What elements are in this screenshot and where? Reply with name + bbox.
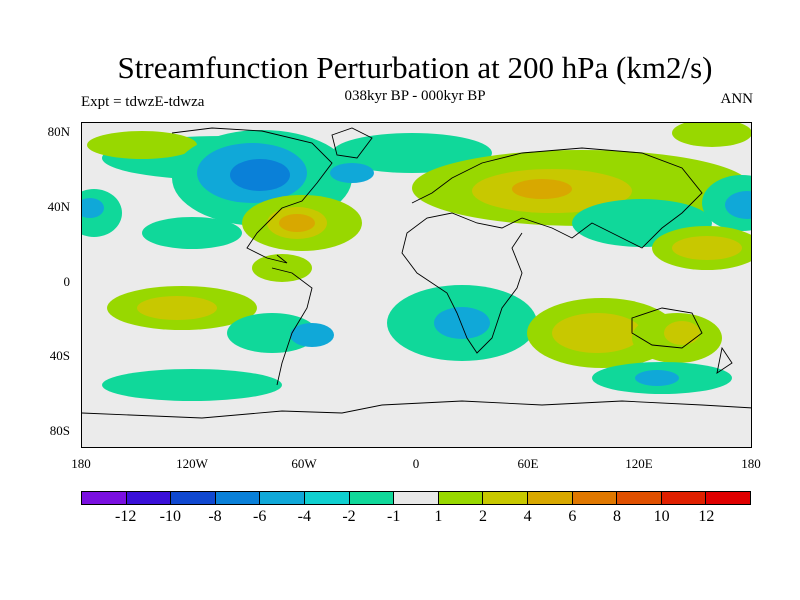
lat-label-0: 0 [63, 274, 71, 289]
contour-region [635, 370, 679, 386]
contour-region [725, 191, 751, 219]
contour-region [102, 369, 282, 401]
coastlines [82, 127, 751, 419]
coastline [271, 267, 313, 386]
lat-label-40n: 40N [47, 199, 70, 214]
lat-label-40s: 40S [49, 348, 70, 363]
coastline [631, 307, 703, 349]
contour-region [290, 323, 334, 347]
streamfunction-map [82, 123, 751, 419]
colorbar-tick-label: -4 [297, 508, 311, 525]
colorbar-tick-label: 12 [698, 508, 715, 525]
colorbar-segment [171, 492, 216, 504]
chart-title: Streamfunction Perturbation at 200 hPa (… [117, 50, 713, 85]
colorbar-tick-label: 10 [653, 508, 670, 525]
contour-region [252, 254, 312, 282]
contour-region [332, 133, 492, 173]
contour-region [227, 313, 317, 353]
contour-region [279, 214, 315, 232]
colorbar-tick-label: -6 [252, 508, 267, 525]
lon-label-0: 0 [412, 456, 420, 471]
colorbar-tick-label: -10 [159, 508, 181, 525]
colorbar-segment [661, 492, 707, 504]
contour-region [82, 198, 104, 218]
contour-region [672, 123, 751, 147]
colorbar-segment [706, 492, 750, 504]
lon-label-60e: 60E [517, 456, 539, 471]
contour-region [330, 163, 374, 183]
colorbar-segment [349, 492, 395, 504]
colorbar-segment [527, 492, 573, 504]
coastline [401, 212, 523, 354]
lon-label-120w: 120W [176, 456, 208, 471]
coastline [82, 400, 751, 419]
colorbar-segment [572, 492, 618, 504]
map-plot-area [81, 122, 752, 448]
colorbar-tick-label: 6 [568, 508, 577, 525]
contour-region [142, 217, 242, 249]
colorbar-tick-label: -8 [208, 508, 222, 525]
colorbar-tick-label: -12 [114, 508, 137, 525]
colorbar-tick-label: 1 [434, 508, 443, 525]
contour-region [137, 296, 217, 320]
colorbar-tick-label: 4 [523, 508, 532, 525]
colorbar-segment [82, 492, 127, 504]
colorbar-segment [304, 492, 350, 504]
colorbar [81, 491, 751, 505]
contour-region [672, 236, 742, 260]
contour-region [230, 159, 290, 191]
coastline [171, 127, 333, 264]
colorbar-segment [394, 492, 439, 504]
colorbar-segment [483, 492, 528, 504]
colorbar-tick-label: -1 [386, 508, 401, 525]
lon-label-180w: 180 [71, 456, 91, 471]
coastline [411, 147, 703, 249]
colorbar-tick-label: -2 [342, 508, 356, 525]
colorbar-tick-label: 8 [613, 508, 621, 525]
lon-label-180e: 180 [741, 456, 761, 471]
colorbar-tick-label: 2 [479, 508, 487, 525]
season-subtitle: ANN [720, 91, 754, 107]
colorbar-segment [438, 492, 484, 504]
colorbar-segment [260, 492, 305, 504]
contour-region [512, 179, 572, 199]
contour-region [552, 313, 642, 353]
lat-label-80s: 80S [49, 423, 70, 438]
coastline [331, 127, 373, 159]
colorbar-segment [617, 492, 662, 504]
contour-fills [82, 123, 751, 401]
colorbar-segment [215, 492, 261, 504]
contour-region [664, 321, 700, 345]
lon-label-120e: 120E [625, 456, 653, 471]
contour-region [87, 131, 197, 159]
lat-label-80n: 80N [47, 124, 70, 139]
experiment-subtitle: Expt = tdwzE-tdwza [81, 94, 205, 110]
coastline [716, 346, 733, 374]
contour-region [434, 307, 490, 339]
time-range-subtitle: 038kyr BP - 000kyr BP [344, 88, 486, 104]
lon-label-60w: 60W [291, 456, 317, 471]
colorbar-segment [126, 492, 172, 504]
